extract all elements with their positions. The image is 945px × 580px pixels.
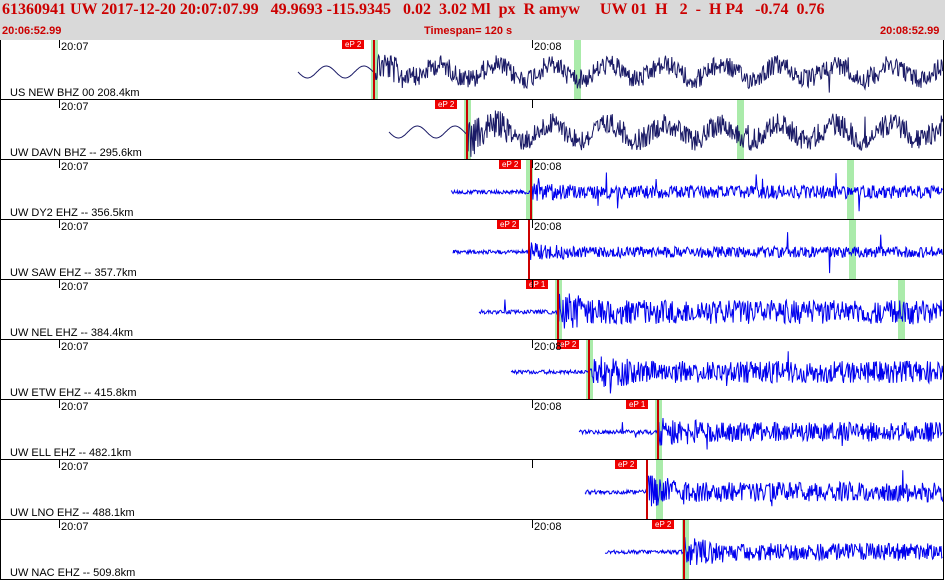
start-time: 20:06:52.99 xyxy=(2,25,62,37)
waveform-trace xyxy=(450,172,943,212)
time-tick xyxy=(59,520,60,528)
waveform-path xyxy=(478,293,943,329)
waveform-path xyxy=(510,351,943,394)
pick-marker-line[interactable] xyxy=(683,520,685,579)
event-header: 61360941 UW 2017-12-20 20:07:07.99 49.96… xyxy=(0,0,945,40)
pick-flag[interactable]: eP 2 xyxy=(497,220,520,229)
waveform-trace xyxy=(584,470,943,507)
time-tick-label: 20:07 xyxy=(61,281,89,293)
station-label: UW NEL EHZ -- 384.4km xyxy=(10,327,134,339)
window-marker xyxy=(574,40,581,99)
seismogram-panel[interactable]: eP 2 20:07 UW LNO EHZ -- 488.1km xyxy=(0,460,944,520)
pick-flag[interactable]: eP 1 xyxy=(626,400,649,409)
time-tick-label: 20:08 xyxy=(534,221,562,233)
waveform-path xyxy=(604,537,943,566)
window-marker xyxy=(898,280,905,339)
waveform-trace xyxy=(604,537,943,566)
station-label: UW NAC EHZ -- 509.8km xyxy=(10,567,136,579)
waveform-path xyxy=(450,172,943,212)
time-tick xyxy=(532,220,533,228)
pick-flag[interactable]: eP 1 xyxy=(526,280,549,289)
pick-flag[interactable]: eP 2 xyxy=(342,40,365,49)
pick-marker-line[interactable] xyxy=(588,340,590,399)
pick-marker-line[interactable] xyxy=(466,100,468,159)
window-marker xyxy=(737,100,744,159)
pick-flag[interactable]: eP 2 xyxy=(435,100,458,109)
window-marker xyxy=(526,160,533,219)
pick-flag[interactable]: eP 2 xyxy=(557,340,580,349)
time-tick xyxy=(532,160,533,168)
pick-flag[interactable]: eP 2 xyxy=(499,160,522,169)
time-tick-label: 20:08 xyxy=(534,341,562,353)
seismogram-panel[interactable]: eP 2 20:07 20:08 UW NAC EHZ -- 509.8km xyxy=(0,520,944,580)
waveform-trace xyxy=(510,351,943,394)
time-tick-label: 20:08 xyxy=(534,41,562,53)
time-tick-label: 20:08 xyxy=(534,401,562,413)
waveform-trace xyxy=(578,417,943,450)
time-tick xyxy=(59,40,60,48)
time-tick xyxy=(59,100,60,108)
window-marker xyxy=(847,160,854,219)
seismogram-panel[interactable]: eP 2 20:07 UW DAVN BHZ -- 295.6km xyxy=(0,100,944,160)
seismogram-panel[interactable]: eP 2 20:07 20:08 UW SAW EHZ -- 357.7km xyxy=(0,220,944,280)
event-summary: 61360941 UW 2017-12-20 20:07:07.99 49.96… xyxy=(2,1,825,18)
station-label: US NEW BHZ 00 208.4km xyxy=(10,87,140,99)
time-tick-label: 20:07 xyxy=(61,401,89,413)
pick-marker-line[interactable] xyxy=(530,160,532,219)
waveform-trace xyxy=(388,110,943,157)
timespan-label: Timespan= 120 s xyxy=(424,25,513,37)
time-tick xyxy=(59,340,60,348)
time-tick xyxy=(532,40,533,48)
end-time: 20:08:52.99 xyxy=(880,25,940,37)
time-tick xyxy=(59,460,60,468)
seismogram-panel[interactable]: eP 1 20:07 20:08 UW ELL EHZ -- 482.1km xyxy=(0,400,944,460)
pick-marker-line[interactable] xyxy=(657,400,659,459)
time-tick-label: 20:07 xyxy=(61,161,89,173)
seismogram-panel[interactable]: eP 2 20:07 20:08 UW ETW EHZ -- 415.8km xyxy=(0,340,944,400)
station-label: UW ETW EHZ -- 415.8km xyxy=(10,387,137,399)
time-tick-label: 20:07 xyxy=(61,221,89,233)
time-tick xyxy=(532,460,533,468)
time-tick xyxy=(532,100,533,108)
time-tick xyxy=(59,280,60,288)
time-tick-label: 20:07 xyxy=(61,461,89,473)
time-tick xyxy=(532,280,533,288)
station-label: UW SAW EHZ -- 357.7km xyxy=(10,267,137,279)
pick-marker-line[interactable] xyxy=(528,220,530,279)
time-tick-label: 20:08 xyxy=(534,161,562,173)
waveform-trace xyxy=(452,232,943,274)
pick-flag[interactable]: eP 2 xyxy=(615,460,638,469)
time-tick-label: 20:07 xyxy=(61,521,89,533)
time-tick xyxy=(59,400,60,408)
time-tick-label: 20:07 xyxy=(61,41,89,53)
waveform-path xyxy=(578,417,943,450)
time-tick xyxy=(59,160,60,168)
waveform-trace xyxy=(478,293,943,329)
time-tick-label: 20:07 xyxy=(61,341,89,353)
pick-marker-line[interactable] xyxy=(646,460,648,519)
pick-marker-line[interactable] xyxy=(557,280,559,339)
time-tick-label: 20:08 xyxy=(534,521,562,533)
waveform-path xyxy=(584,470,943,507)
waveform-trace xyxy=(297,53,943,93)
station-label: UW DAVN BHZ -- 295.6km xyxy=(10,147,142,159)
time-tick xyxy=(532,340,533,348)
seismogram-panel[interactable]: eP 2 20:07 20:08 UW DY2 EHZ -- 356.5km xyxy=(0,160,944,220)
seismogram-panel[interactable]: eP 1 20:07 UW NEL EHZ -- 384.4km xyxy=(0,280,944,340)
time-tick xyxy=(532,400,533,408)
station-label: UW LNO EHZ -- 488.1km xyxy=(10,507,135,519)
seismogram-panel[interactable]: eP 2 20:07 20:08 US NEW BHZ 00 208.4km xyxy=(0,40,944,100)
station-label: UW ELL EHZ -- 482.1km xyxy=(10,447,132,459)
time-tick xyxy=(532,520,533,528)
waveform-path xyxy=(388,110,943,157)
station-label: UW DY2 EHZ -- 356.5km xyxy=(10,207,134,219)
pick-flag[interactable]: eP 2 xyxy=(652,520,675,529)
time-tick-label: 20:07 xyxy=(61,101,89,113)
time-tick xyxy=(59,220,60,228)
waveform-path xyxy=(297,53,943,93)
pick-marker-line[interactable] xyxy=(373,40,375,99)
waveform-path xyxy=(452,232,943,274)
